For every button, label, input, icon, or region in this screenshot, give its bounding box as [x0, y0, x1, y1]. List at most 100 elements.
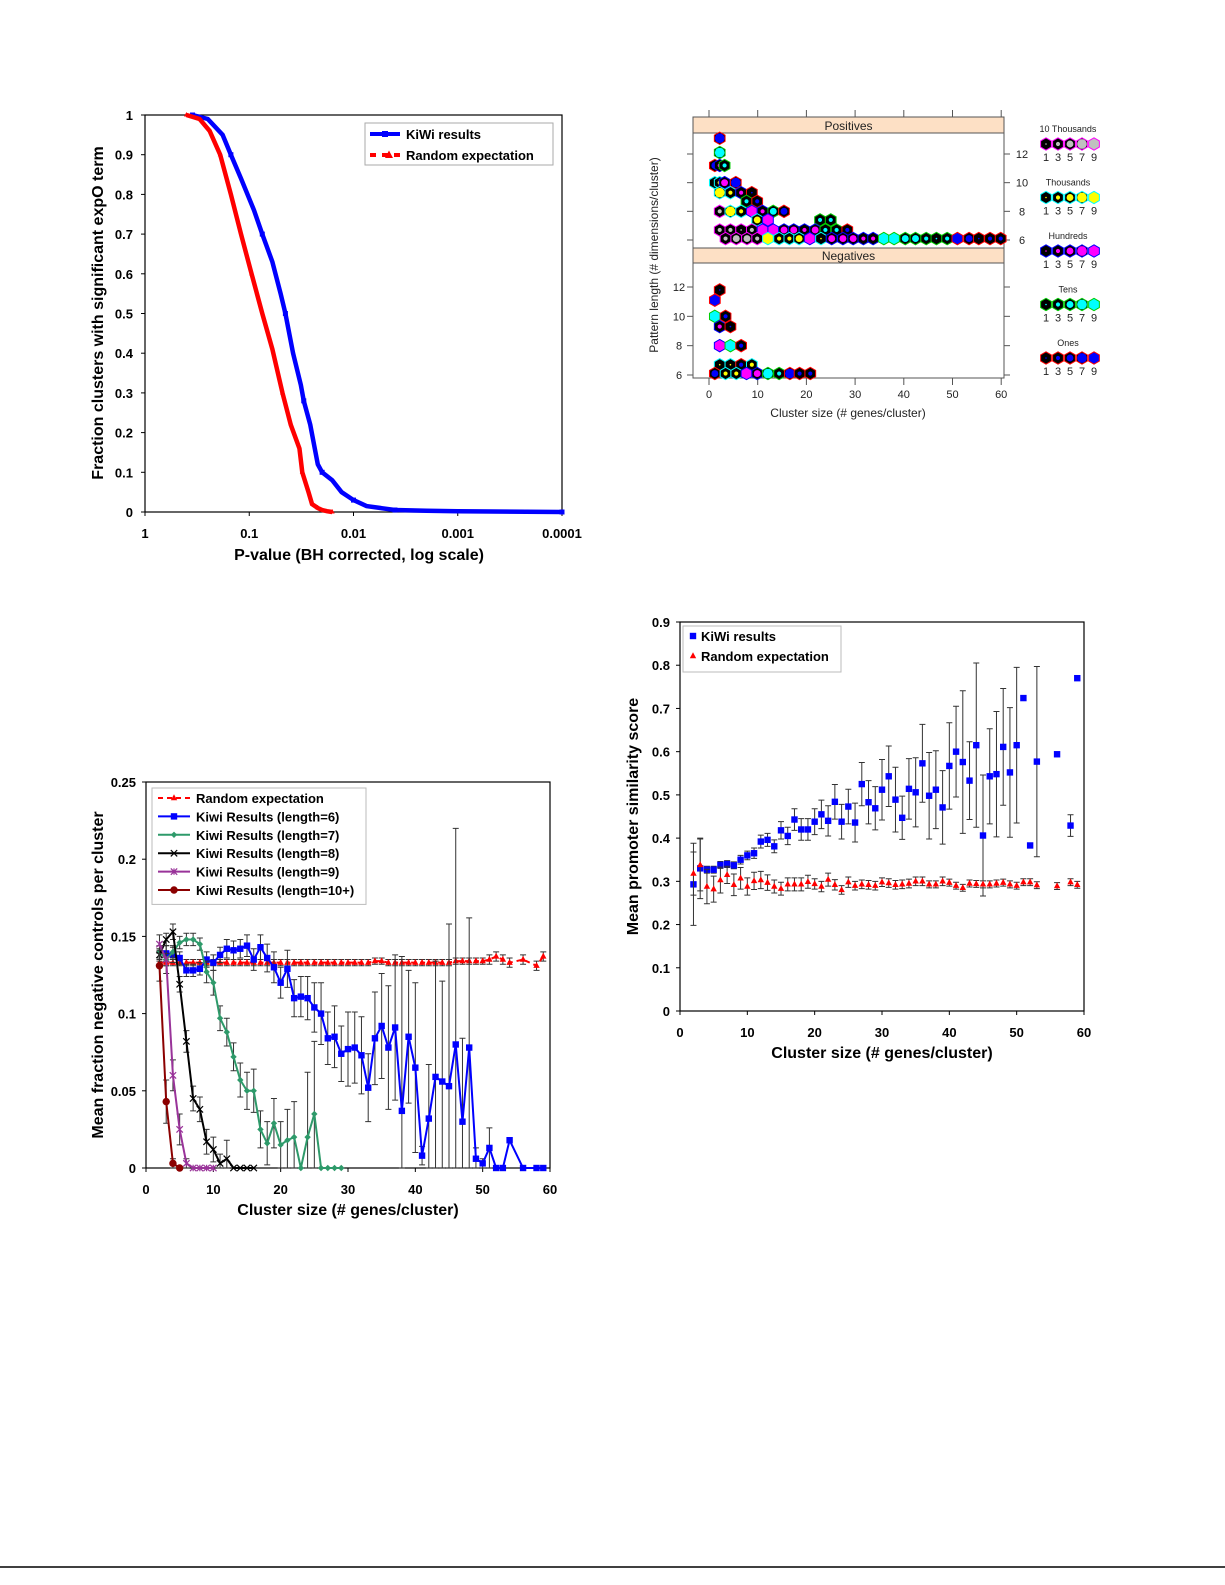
hex-cell: [951, 231, 964, 246]
hex-dot: [785, 368, 795, 379]
x-tick-label: 10: [740, 1025, 754, 1040]
hex-dot: [729, 325, 732, 328]
legend-hex: [1040, 244, 1052, 258]
data-point: [750, 877, 758, 884]
legend-group-label: Hundreds: [1048, 231, 1088, 241]
hex-bin: [888, 231, 900, 246]
data-point: [905, 785, 913, 793]
x-tick-label: 50: [1009, 1025, 1023, 1040]
hex-bin: [751, 194, 764, 209]
hex-dot: [817, 217, 823, 222]
hex-dot: [777, 236, 782, 241]
hex-cell: [803, 231, 816, 246]
data-point: [183, 936, 190, 943]
data-point: [466, 1044, 473, 1051]
data-point: [210, 959, 217, 966]
data-point: [818, 882, 825, 889]
hex-dot: [871, 236, 876, 241]
legend-label: Kiwi Results (length=9): [196, 865, 339, 880]
legend-hex: [1088, 351, 1100, 365]
hex-cell: [762, 213, 774, 227]
y-tick-label: 0.5: [115, 307, 133, 322]
data-point: [311, 1110, 318, 1118]
data-point: [176, 980, 184, 988]
x-axis-label: Cluster size (# genes/cluster): [237, 1202, 458, 1219]
hex-bin: [751, 366, 764, 381]
legend-hex: [1064, 244, 1076, 258]
series-line: [158, 938, 342, 1169]
hex-dot: [924, 236, 929, 241]
data-point: [744, 852, 751, 859]
data-point: [301, 398, 307, 404]
data-point: [959, 758, 966, 766]
series-kiwi-results-length-6-: [163, 827, 547, 1172]
x-tick-label: 20: [807, 1025, 821, 1040]
y-tick-label: 0.1: [118, 1007, 136, 1022]
legend-digit: 9: [1091, 366, 1097, 378]
data-point: [162, 955, 170, 964]
hex-dot: [1066, 354, 1074, 362]
data-point: [838, 886, 845, 893]
hex-dot: [1066, 194, 1074, 201]
data-point: [717, 861, 724, 869]
data-point: [479, 957, 486, 964]
data-point: [1053, 882, 1061, 889]
hex-dot: [1077, 353, 1087, 363]
hex-cell: [1088, 351, 1100, 365]
data-point: [243, 958, 251, 965]
series-kiwi-results-length-10-: [155, 949, 184, 1172]
data-point: [216, 1015, 224, 1022]
hex-dot: [740, 229, 742, 231]
hex-bin: [708, 366, 721, 381]
y-tick-label: 0.5: [652, 788, 670, 803]
legend-group-label: Thousands: [1046, 178, 1091, 188]
data-point: [784, 880, 791, 887]
x-tick-label: 60: [995, 389, 1007, 401]
legend-hex: [1076, 351, 1088, 365]
data-point: [358, 1052, 365, 1059]
hex-dot: [1066, 247, 1074, 255]
data-point: [757, 876, 764, 883]
data-point: [189, 1164, 197, 1172]
y-tick-label: 0.2: [652, 918, 670, 933]
error-bar: [439, 980, 446, 1169]
data-point: [183, 967, 190, 974]
data-point: [216, 1159, 224, 1167]
data-point: [932, 880, 940, 887]
hex-dot: [780, 207, 788, 215]
data-point: [791, 816, 798, 823]
data-point: [744, 882, 751, 889]
hex-dot: [1055, 248, 1061, 254]
data-point: [723, 871, 731, 878]
hex-dot: [777, 371, 782, 376]
data-point: [919, 877, 926, 884]
data-point: [1006, 880, 1014, 887]
data-point: [730, 881, 738, 887]
legend-marker: [170, 886, 178, 894]
x-tick-label: 0: [706, 389, 712, 401]
hex-dot: [1077, 139, 1087, 149]
data-point: [831, 881, 839, 887]
hex-bin: [877, 231, 890, 246]
data-point: [279, 389, 285, 395]
hex-dot: [753, 370, 761, 377]
data-point: [317, 1010, 325, 1017]
data-point: [338, 1050, 345, 1057]
y-tick-label: 12: [673, 282, 685, 294]
hex-dot: [802, 227, 807, 233]
hex-bin: [729, 175, 742, 190]
data-point: [519, 955, 527, 962]
x-tick-label: 60: [543, 1182, 557, 1197]
hex-bin: [778, 204, 790, 219]
hex-bin: [984, 231, 996, 246]
panel-strip-negatives: [692, 247, 1005, 264]
y-tick-label: 0.8: [652, 658, 670, 673]
hex-dot: [1055, 302, 1061, 307]
hex-bin: [793, 366, 806, 381]
data-point: [412, 958, 419, 965]
error-bar: [459, 1037, 466, 1169]
hex-dot: [711, 370, 719, 377]
data-point: [250, 956, 257, 963]
data-point: [338, 1164, 345, 1172]
hex-dot: [721, 179, 729, 187]
